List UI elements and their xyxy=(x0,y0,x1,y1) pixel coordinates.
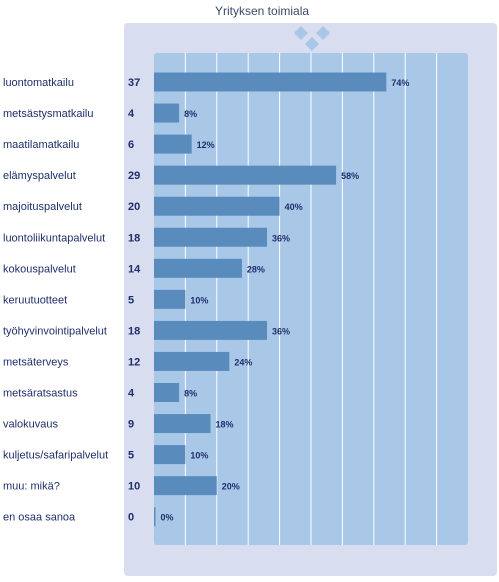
data-label: 40% xyxy=(285,202,303,212)
count-label: 4 xyxy=(128,108,135,120)
bar xyxy=(154,445,186,465)
count-label: 6 xyxy=(128,139,134,151)
category-label: työhyvinvointipalvelut xyxy=(3,325,107,337)
diamond-icon xyxy=(304,36,320,52)
category-label: majoituspalvelut xyxy=(3,201,82,213)
bar xyxy=(154,289,186,309)
data-label: 28% xyxy=(247,264,265,274)
diamond-icon xyxy=(293,25,309,41)
category-label: luontoliikuntapalvelut xyxy=(3,232,105,244)
diamond-icon xyxy=(315,25,331,41)
category-label: metsäratsastus xyxy=(3,388,78,400)
bar xyxy=(154,134,192,154)
category-label: metsästysmatkailu xyxy=(3,108,93,120)
bar xyxy=(154,258,242,278)
data-label: 10% xyxy=(190,451,208,461)
bar xyxy=(154,196,280,216)
category-label: luontomatkailu xyxy=(3,77,74,89)
bar xyxy=(154,227,268,247)
category-label: en osaa sanoa xyxy=(3,512,76,524)
category-label: elämyspalvelut xyxy=(3,170,76,182)
bar xyxy=(154,165,337,185)
category-label: muu: mikä? xyxy=(3,481,60,493)
bar xyxy=(154,72,387,92)
category-label: valokuvaus xyxy=(3,419,59,431)
data-label: 0% xyxy=(161,513,174,523)
bars xyxy=(154,72,387,527)
category-label: kokouspalvelut xyxy=(3,263,76,275)
count-label: 5 xyxy=(128,450,134,462)
decorative-diamonds xyxy=(293,25,331,52)
data-label: 36% xyxy=(272,326,290,336)
count-label: 5 xyxy=(128,294,134,306)
bar xyxy=(154,414,211,434)
data-label: 20% xyxy=(222,482,240,492)
bar xyxy=(154,383,180,402)
category-label: metsäterveys xyxy=(3,356,69,368)
labels: luontomatkailu 37 74% metsästysmatkailu 4 8% m… xyxy=(3,77,409,524)
chart-title: Yrityksen toimiala xyxy=(215,4,309,18)
bar xyxy=(154,320,268,340)
count-label: 18 xyxy=(128,325,140,337)
bar xyxy=(154,476,217,496)
count-label: 20 xyxy=(128,201,140,213)
gridlines xyxy=(184,53,438,545)
bar xyxy=(154,351,230,371)
category-label: keruutuotteet xyxy=(3,294,67,306)
bar xyxy=(154,103,180,123)
data-label: 36% xyxy=(272,233,290,243)
count-label: 14 xyxy=(128,263,141,275)
count-label: 12 xyxy=(128,356,140,368)
count-label: 29 xyxy=(128,170,140,182)
data-label: 58% xyxy=(341,171,359,181)
count-label: 0 xyxy=(128,512,134,524)
category-label: kuljetus/safaripalvelut xyxy=(3,450,108,462)
data-label: 8% xyxy=(184,389,197,399)
count-label: 18 xyxy=(128,232,140,244)
bar xyxy=(154,507,156,527)
data-label: 10% xyxy=(190,295,208,305)
data-label: 18% xyxy=(216,420,234,430)
data-label: 12% xyxy=(197,140,215,150)
count-label: 37 xyxy=(128,77,140,89)
count-label: 4 xyxy=(128,388,135,400)
data-label: 24% xyxy=(234,357,252,367)
category-label: maatilamatkailu xyxy=(3,139,79,151)
count-label: 9 xyxy=(128,419,134,431)
count-label: 10 xyxy=(128,481,140,493)
data-label: 74% xyxy=(391,78,409,88)
data-label: 8% xyxy=(184,109,197,119)
